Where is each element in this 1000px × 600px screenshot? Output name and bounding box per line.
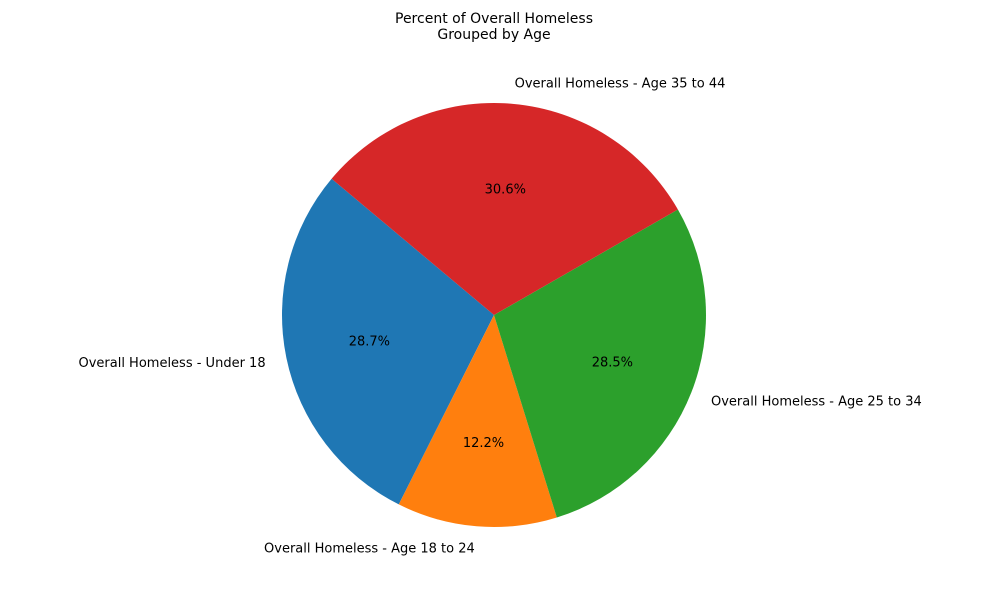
pie-category-label-2: Overall Homeless - Age 18 to 24: [264, 541, 475, 556]
pie-pct-label-2: 12.2%: [463, 436, 504, 451]
pie-slice-3: [494, 209, 707, 518]
pie-slice-2: [398, 315, 557, 528]
pie-slices: [282, 103, 707, 528]
pie-slice-1: [282, 178, 494, 505]
pie-pct-label-3: 28.5%: [592, 356, 633, 371]
chart-title: Percent of Overall Homeless Grouped by Ag…: [395, 11, 593, 43]
pie-pct-label-1: 28.7%: [349, 335, 390, 350]
pie-category-label-3: Overall Homeless - Age 25 to 34: [711, 394, 922, 409]
pie-pct-label-4: 30.6%: [485, 182, 526, 197]
pie-category-label-4: Overall Homeless - Age 35 to 44: [515, 77, 726, 92]
pie-slice-4: [331, 103, 678, 316]
pie-labels: 28.7% Overall Homeless - Under 18 12.2% Ove…: [78, 77, 921, 557]
pie-category-label-1: Overall Homeless - Under 18: [78, 356, 265, 371]
